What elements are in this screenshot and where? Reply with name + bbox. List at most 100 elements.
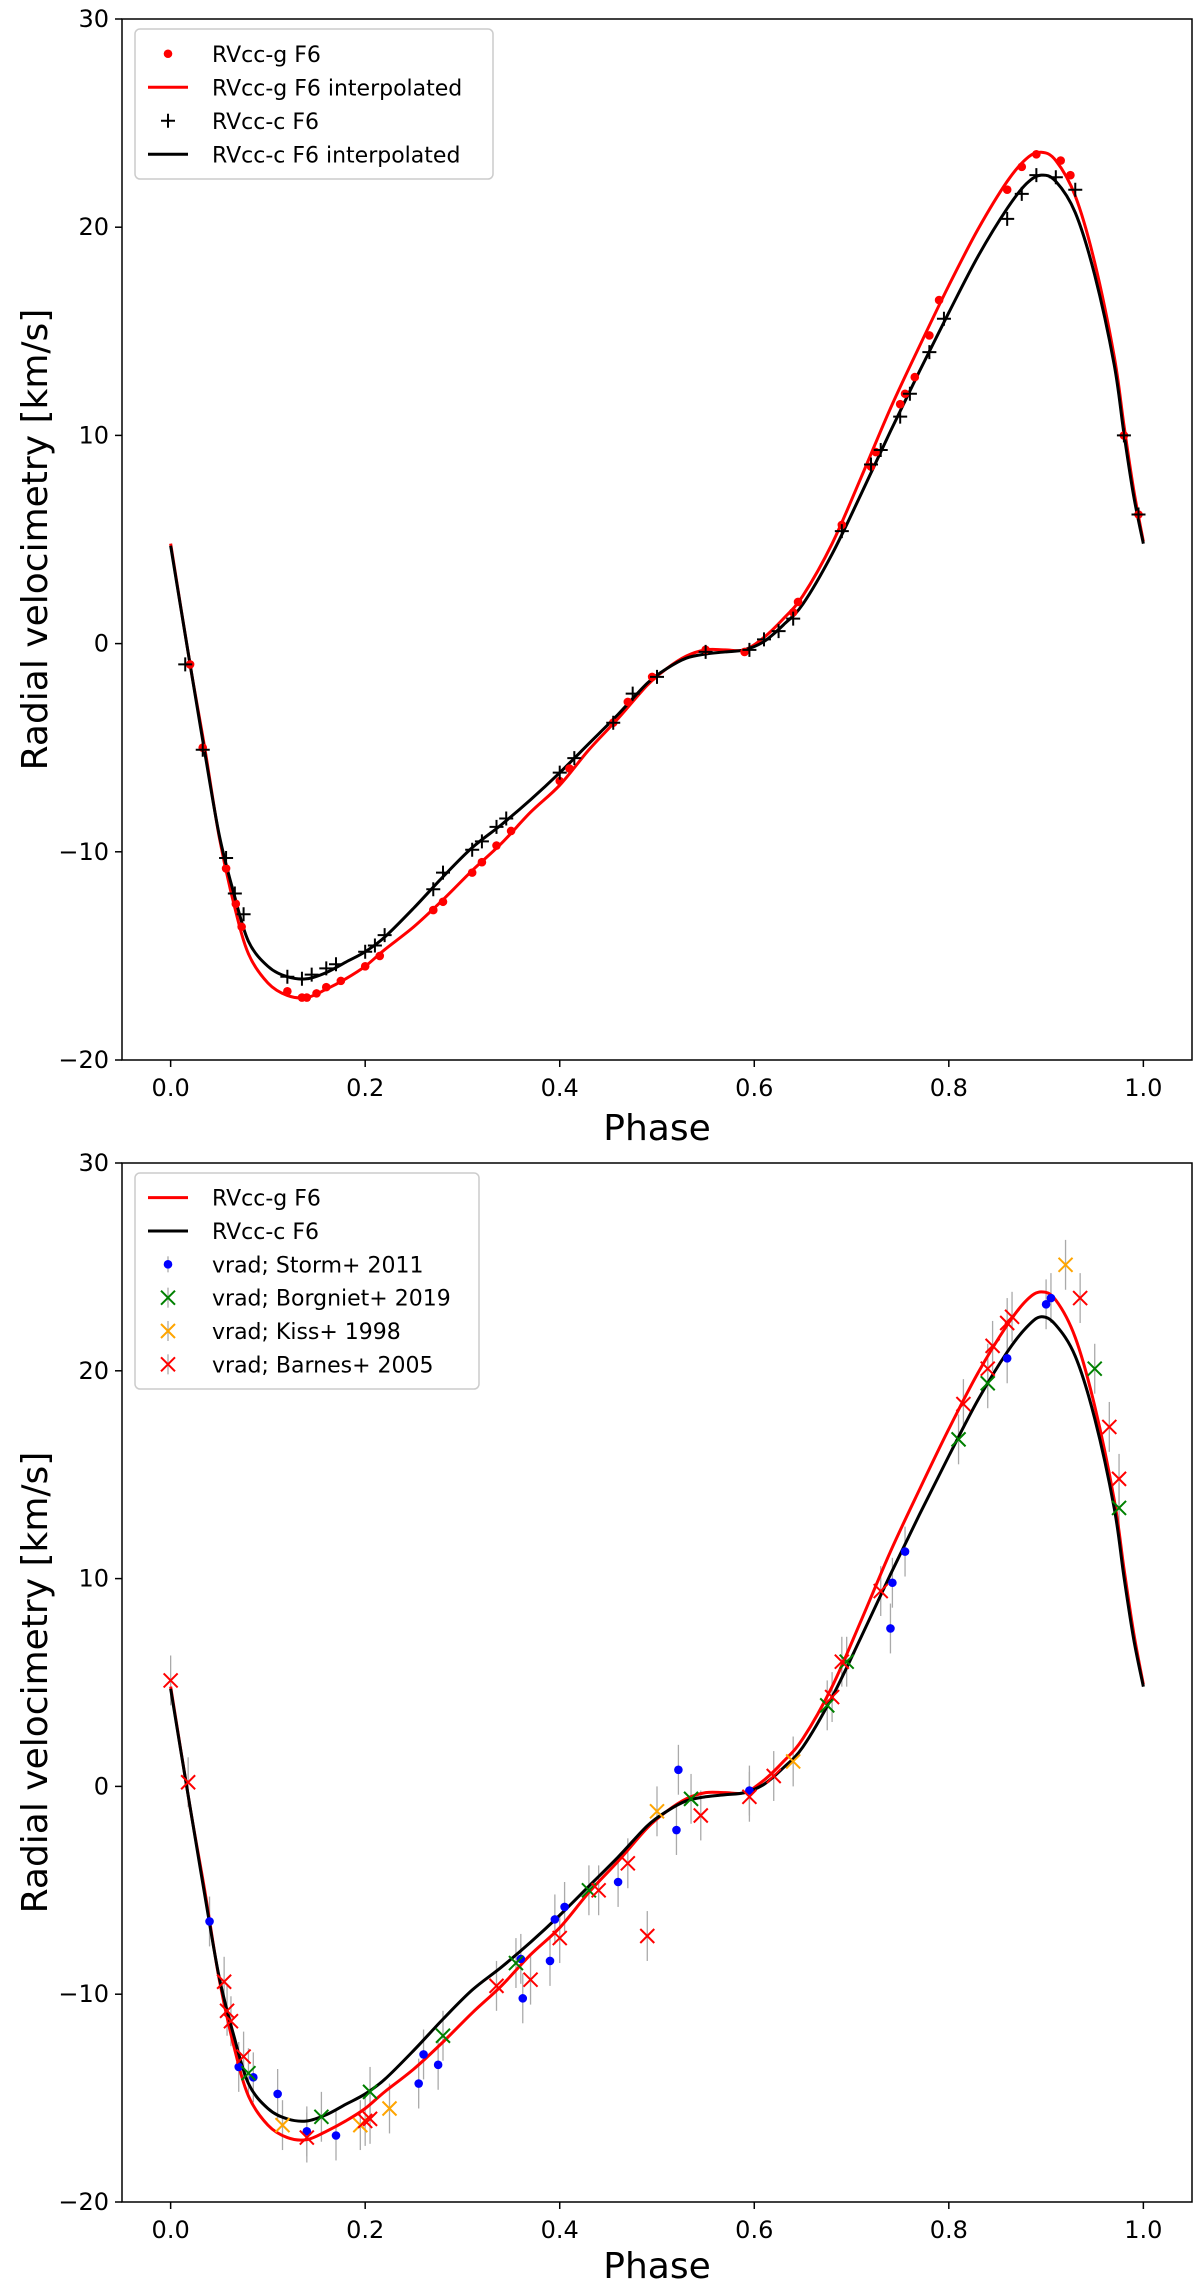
point-vrad-barnes-2005	[834, 1654, 850, 1670]
point-vrad-barnes-2005	[362, 2111, 378, 2127]
point-rvcc-g-f6	[1017, 162, 1027, 172]
curve-rvcc-c-f6	[169, 1315, 1145, 2123]
point-rvcc-c-f6	[873, 442, 888, 457]
legend-swatch-vrad-storm-2011	[163, 1260, 173, 1269]
point-rvcc-c-f6	[294, 971, 309, 986]
point-rvcc-g-f6	[492, 841, 501, 850]
point-rvcc-c-f6	[280, 969, 295, 984]
legend-swatch-vrad-barnes-2005	[160, 1356, 176, 1373]
point-rvcc-g-f6	[375, 951, 385, 961]
axes-frame	[121, 1162, 1193, 2203]
point-rvcc-c-f6	[304, 967, 319, 982]
legend-label-rvcc-c-f6: RVcc-c F6	[212, 110, 319, 135]
point-vrad-storm-2011	[1041, 1300, 1051, 1309]
point-vrad-barnes-2005	[357, 2113, 373, 2129]
point-rvcc-g-f6	[438, 897, 448, 907]
point-rvcc-c-f6	[358, 944, 373, 959]
point-vrad-storm-2011	[414, 2079, 423, 2088]
point-rvcc-c-f6	[219, 851, 234, 866]
point-rvcc-c-f6	[465, 842, 480, 857]
point-vrad-kiss-1998	[649, 1803, 665, 1820]
point-vrad-borgniet-2019	[435, 2028, 451, 2044]
point-vrad-barnes-2005	[552, 1930, 568, 1946]
top-panel-rv-curves: 0.0 0.2 0.4 0.6 0.8 1.0 −20 −10 0 10 20 30 Phase Radi…	[15, 5, 1193, 1149]
point-rvcc-c-f6	[936, 311, 951, 326]
curve-rvcc-g-f6	[169, 1290, 1145, 2142]
y-tick-label: −10	[58, 1980, 109, 2008]
point-rvcc-c-f6	[426, 882, 441, 897]
point-rvcc-g-f6	[793, 597, 803, 607]
point-rvcc-g-f6	[910, 372, 920, 382]
point-vrad-barnes-2005	[824, 1689, 840, 1705]
point-rvcc-c-f6	[834, 524, 849, 539]
point-rvcc-g-f6	[506, 826, 516, 836]
point-rvcc-g-f6	[1002, 185, 1012, 195]
point-rvcc-c-f6	[236, 907, 251, 922]
point-vrad-borgniet-2019	[683, 1791, 699, 1807]
curve-rvcc-c-f6-interpolated	[169, 173, 1145, 981]
y-tick-label: 20	[78, 213, 109, 241]
point-vrad-storm-2011	[900, 1547, 910, 1556]
point-vrad-storm-2011	[433, 2060, 443, 2070]
x-tick-label: 0.2	[346, 1074, 384, 1102]
point-rvcc-g-f6	[237, 922, 246, 932]
y-tick-label: 0	[94, 1772, 109, 1800]
point-rvcc-c-f6	[1029, 168, 1044, 183]
point-vrad-barnes-2005	[162, 1672, 179, 1689]
x-tick-label: 1.0	[1124, 2216, 1162, 2244]
point-vrad-barnes-2005	[216, 1974, 232, 1990]
point-rvcc-g-f6	[467, 868, 477, 877]
point-vrad-barnes-2005	[693, 1807, 709, 1824]
point-rvcc-c-f6	[1068, 182, 1083, 197]
point-vrad-storm-2011	[331, 2131, 341, 2140]
y-axis-label: Radial velocimetry [km/s]	[15, 1452, 56, 1914]
point-vrad-storm-2011	[888, 1578, 897, 1588]
point-vrad-barnes-2005	[1111, 1471, 1127, 1487]
point-vrad-barnes-2005	[235, 2048, 252, 2065]
y-tick-label: −20	[58, 2188, 109, 2216]
point-rvcc-g-f6	[895, 399, 905, 409]
point-rvcc-c-f6	[489, 819, 504, 834]
legend-swatch-vrad-borgniet-2019	[160, 1289, 176, 1306]
point-vrad-kiss-1998	[1057, 1257, 1074, 1273]
point-vrad-barnes-2005	[488, 1978, 505, 1994]
point-rvcc-c-f6	[552, 765, 567, 780]
point-rvcc-g-f6	[231, 899, 241, 909]
point-vrad-barnes-2005	[639, 1928, 655, 1944]
x-tick-label: 1.0	[1124, 1074, 1162, 1102]
x-tick-label: 0.4	[541, 1074, 579, 1102]
point-vrad-borgniet-2019	[1111, 1500, 1127, 1516]
point-rvcc-g-f6	[336, 976, 346, 986]
point-rvcc-c-f6	[1131, 507, 1146, 522]
point-rvcc-c-f6	[1116, 428, 1131, 443]
point-vrad-storm-2011	[234, 2062, 244, 2072]
curves	[169, 1290, 1145, 2142]
point-vrad-storm-2011	[745, 1786, 754, 1795]
legend: RVcc-g F6 RVcc-c F6 vrad; Storm+ 2011 vrad;…	[134, 1172, 480, 1390]
point-rvcc-c-f6	[329, 957, 343, 972]
point-vrad-borgniet-2019	[838, 1654, 855, 1670]
x-axis-label: Phase	[603, 2246, 711, 2286]
point-rvcc-c-f6	[771, 624, 786, 639]
point-rvcc-c-f6	[698, 644, 713, 659]
point-rvcc-g-f6	[925, 331, 934, 340]
point-vrad-storm-2011	[518, 1994, 528, 2003]
point-vrad-barnes-2005	[620, 1855, 636, 1871]
y-tick-label: 20	[78, 1357, 109, 1385]
point-rvcc-g-f6	[555, 776, 565, 786]
point-rvcc-g-f6	[360, 962, 370, 971]
legend-label-vrad-barnes-2005: vrad; Barnes+ 2005	[212, 1353, 434, 1378]
point-vrad-barnes-2005	[980, 1361, 996, 1377]
x-tick-label: 0.0	[152, 2216, 190, 2244]
point-vrad-storm-2011	[550, 1915, 560, 1924]
point-rvcc-c-f6	[1014, 186, 1029, 201]
point-vrad-barnes-2005	[955, 1396, 972, 1412]
point-rvcc-c-f6	[436, 865, 450, 880]
legend-swatch-vrad-kiss-1998	[160, 1323, 176, 1339]
point-vrad-storm-2011	[674, 1765, 683, 1775]
point-rvcc-g-f6	[1066, 170, 1075, 180]
point-rvcc-c-f6	[195, 742, 210, 757]
point-rvcc-g-f6	[312, 989, 321, 998]
point-vrad-storm-2011	[273, 2089, 282, 2099]
